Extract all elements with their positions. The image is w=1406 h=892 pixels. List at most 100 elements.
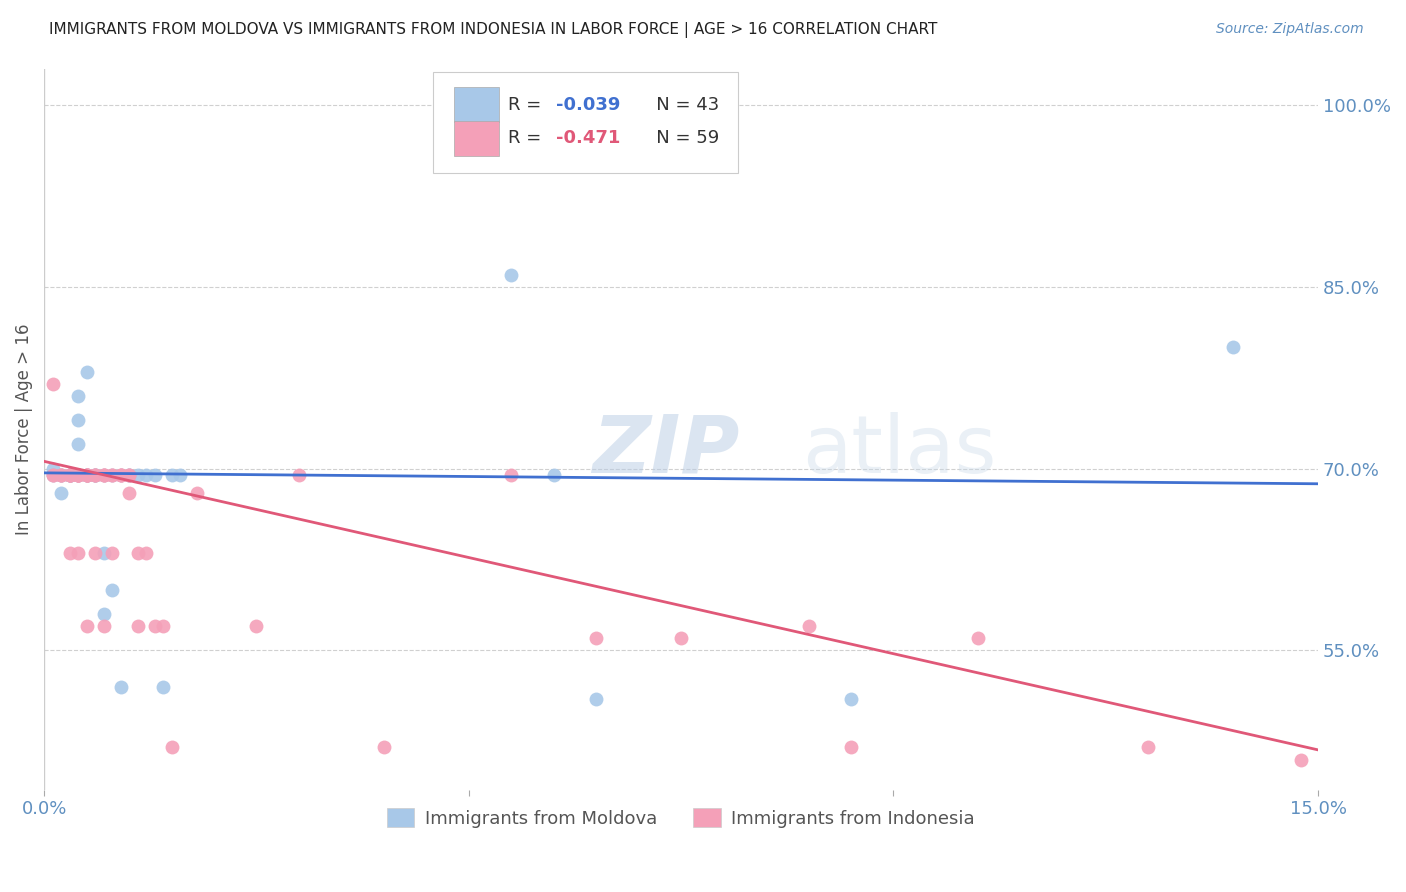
Point: [127, 619, 149, 633]
Point: [543, 467, 565, 482]
Point: [58, 467, 80, 482]
Point: [101, 467, 124, 482]
Point: [93, 619, 115, 633]
Point: [76, 467, 98, 482]
Point: [49, 467, 72, 482]
Point: [110, 467, 132, 482]
Point: [49, 486, 72, 500]
Point: [101, 467, 124, 482]
Point: [84, 467, 107, 482]
Text: N = 59: N = 59: [640, 129, 720, 147]
Point: [84, 467, 107, 482]
Point: [84, 467, 107, 482]
Point: [58, 467, 80, 482]
Point: [67, 389, 90, 403]
Point: [76, 619, 98, 633]
Point: [76, 467, 98, 482]
Point: [143, 467, 166, 482]
Point: [58, 467, 80, 482]
Point: [58, 467, 80, 482]
Point: [41, 467, 63, 482]
Point: [49, 467, 72, 482]
Point: [58, 467, 80, 482]
Text: IMMIGRANTS FROM MOLDOVA VS IMMIGRANTS FROM INDONESIA IN LABOR FORCE | AGE > 16 C: IMMIGRANTS FROM MOLDOVA VS IMMIGRANTS FR…: [49, 22, 938, 38]
Point: [67, 467, 90, 482]
Point: [41, 467, 63, 482]
Point: [118, 486, 141, 500]
Point: [152, 680, 174, 694]
Point: [67, 547, 90, 561]
Text: -0.471: -0.471: [557, 129, 620, 147]
Point: [585, 632, 607, 646]
Point: [118, 467, 141, 482]
FancyBboxPatch shape: [433, 72, 738, 173]
Point: [67, 467, 90, 482]
Point: [245, 619, 267, 633]
Point: [110, 680, 132, 694]
Point: [118, 467, 141, 482]
Point: [143, 619, 166, 633]
Point: [186, 486, 208, 500]
Point: [93, 467, 115, 482]
Point: [67, 467, 90, 482]
FancyBboxPatch shape: [454, 121, 499, 156]
Point: [127, 467, 149, 482]
Point: [169, 467, 191, 482]
Point: [1222, 340, 1244, 354]
Point: [101, 547, 124, 561]
Point: [49, 467, 72, 482]
Point: [101, 467, 124, 482]
Point: [49, 467, 72, 482]
Point: [93, 467, 115, 482]
Text: R =: R =: [508, 129, 547, 147]
Point: [41, 376, 63, 391]
Point: [152, 619, 174, 633]
Point: [160, 740, 183, 755]
Point: [127, 547, 149, 561]
Point: [84, 467, 107, 482]
Point: [110, 467, 132, 482]
Point: [118, 467, 141, 482]
Point: [58, 467, 80, 482]
Point: [41, 467, 63, 482]
Point: [839, 740, 862, 755]
Point: [118, 467, 141, 482]
Point: [67, 467, 90, 482]
Point: [76, 467, 98, 482]
Point: [58, 467, 80, 482]
Point: [135, 467, 157, 482]
Point: [1289, 753, 1312, 767]
Point: [67, 413, 90, 427]
Legend: Immigrants from Moldova, Immigrants from Indonesia: Immigrants from Moldova, Immigrants from…: [380, 801, 983, 835]
Point: [160, 467, 183, 482]
Point: [839, 692, 862, 706]
Point: [58, 467, 80, 482]
Point: [84, 467, 107, 482]
Y-axis label: In Labor Force | Age > 16: In Labor Force | Age > 16: [15, 324, 32, 535]
Point: [110, 467, 132, 482]
Point: [58, 547, 80, 561]
Point: [84, 547, 107, 561]
Point: [76, 467, 98, 482]
Text: Source: ZipAtlas.com: Source: ZipAtlas.com: [1216, 22, 1364, 37]
Point: [93, 467, 115, 482]
Point: [797, 619, 820, 633]
Text: R =: R =: [508, 95, 547, 113]
Point: [76, 467, 98, 482]
Text: ZIP: ZIP: [592, 412, 740, 490]
Point: [76, 365, 98, 379]
Point: [669, 632, 692, 646]
Point: [76, 467, 98, 482]
Point: [501, 268, 523, 282]
Point: [585, 692, 607, 706]
Point: [135, 547, 157, 561]
Point: [93, 607, 115, 621]
Point: [93, 467, 115, 482]
FancyBboxPatch shape: [454, 87, 499, 122]
Point: [58, 467, 80, 482]
Point: [67, 467, 90, 482]
Point: [76, 467, 98, 482]
Point: [58, 467, 80, 482]
Point: [67, 467, 90, 482]
Point: [49, 467, 72, 482]
